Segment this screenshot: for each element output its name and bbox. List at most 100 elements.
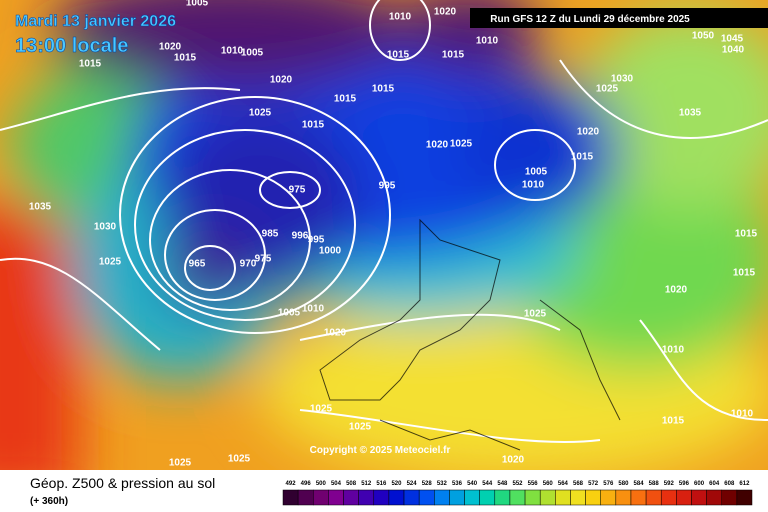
isobar-label: 1010 bbox=[731, 409, 754, 420]
isobar-label: 1020 bbox=[577, 127, 600, 138]
isobars bbox=[0, 0, 768, 443]
isobar-label: 1020 bbox=[502, 455, 525, 466]
legend-swatch bbox=[509, 489, 526, 506]
legend-swatch bbox=[358, 489, 375, 506]
legend-label: 540 bbox=[467, 481, 478, 487]
isobar-label: 1015 bbox=[174, 53, 197, 64]
isobar-label: 985 bbox=[262, 229, 279, 240]
legend-label: 524 bbox=[407, 481, 418, 487]
legend-swatch bbox=[630, 489, 647, 506]
legend-label: 520 bbox=[391, 481, 402, 487]
color-legend: 492 496 500 504 508 512 516 520 524 528 532 536 540 5… bbox=[282, 481, 753, 506]
footer-title: Géop. Z500 & pression au sol bbox=[30, 475, 215, 491]
isobar-label: 1010 bbox=[662, 345, 685, 356]
isobar-label: 1020 bbox=[270, 75, 293, 86]
isobar-label: 965 bbox=[189, 259, 206, 270]
run-banner bbox=[470, 8, 768, 28]
time: 13:00 locale bbox=[15, 35, 128, 57]
isobar-label: 1015 bbox=[442, 50, 465, 61]
legend-label: 512 bbox=[361, 481, 372, 487]
isobar-label: 1010 bbox=[221, 46, 244, 57]
isobar-label: 995 bbox=[379, 181, 396, 192]
legend-label: 588 bbox=[649, 481, 660, 487]
legend-label: 560 bbox=[543, 481, 554, 487]
isobar-label: 1005 bbox=[525, 167, 548, 178]
legend-label: 516 bbox=[376, 481, 387, 487]
legend-label: 536 bbox=[452, 481, 463, 487]
isobar-label: 1030 bbox=[94, 222, 117, 233]
copyright: Copyright © 2025 Meteociel.fr bbox=[310, 445, 451, 456]
isobar-label: 1015 bbox=[387, 50, 410, 61]
isobar-label: 1015 bbox=[735, 229, 758, 240]
isobar-label: 1020 bbox=[324, 328, 347, 339]
isobar-label: 1015 bbox=[302, 120, 325, 131]
legend-swatch bbox=[297, 489, 314, 506]
legend-label: 508 bbox=[346, 481, 357, 487]
legend-label: 584 bbox=[634, 481, 645, 487]
isobar-label: 1050 bbox=[692, 31, 715, 42]
isobar-label: 1030 bbox=[611, 74, 634, 85]
isobar-label: 1025 bbox=[169, 458, 192, 469]
legend-label: 492 bbox=[286, 481, 297, 487]
run-info: Run GFS 12 Z du Lundi 29 décembre 2025 bbox=[490, 14, 690, 25]
legend-label: 604 bbox=[709, 481, 720, 487]
legend-label: 556 bbox=[528, 481, 539, 487]
legend-swatch bbox=[464, 489, 480, 506]
isobar-label: 1010 bbox=[476, 36, 499, 47]
legend-label: 552 bbox=[512, 481, 523, 487]
legend-swatch bbox=[524, 489, 541, 506]
isobar-label: 1035 bbox=[29, 202, 52, 213]
isobar-label: 995 bbox=[308, 235, 325, 246]
legend-label: 580 bbox=[618, 481, 629, 487]
legend-swatch bbox=[736, 489, 753, 506]
legend-label: 576 bbox=[603, 481, 614, 487]
isobar-label: 975 bbox=[255, 254, 272, 265]
legend-swatch bbox=[313, 489, 329, 506]
legend-swatch bbox=[418, 489, 435, 506]
isobar-label: 1010 bbox=[389, 12, 412, 23]
isobar-label: 1005 bbox=[278, 308, 301, 319]
legend-label: 500 bbox=[316, 481, 327, 487]
isobar-label: 1025 bbox=[349, 422, 372, 433]
legend-label: 544 bbox=[482, 481, 493, 487]
legend-swatch bbox=[600, 489, 617, 506]
isobar-label: 1025 bbox=[310, 404, 333, 415]
isobar-label: 1005 bbox=[241, 48, 264, 59]
isobar-label: 1035 bbox=[679, 108, 702, 119]
isobar-label: 1025 bbox=[450, 139, 473, 150]
legend-swatch bbox=[539, 489, 556, 506]
legend-swatch bbox=[373, 489, 390, 506]
isobar-label: 1045 bbox=[721, 34, 744, 45]
field bbox=[0, 0, 768, 500]
legend-label: 504 bbox=[331, 481, 342, 487]
legend-label: 528 bbox=[422, 481, 433, 487]
legend-swatch bbox=[660, 489, 677, 506]
legend-label: 596 bbox=[679, 481, 690, 487]
legend-label: 548 bbox=[497, 481, 508, 487]
isobar-label: 1025 bbox=[99, 257, 122, 268]
legend-swatch bbox=[615, 489, 632, 506]
legend-swatch bbox=[676, 489, 692, 506]
isobar-label: 1025 bbox=[228, 454, 251, 465]
isobar-label: 1015 bbox=[662, 416, 685, 427]
isobar-label: 1020 bbox=[426, 140, 449, 151]
legend-label: 608 bbox=[724, 481, 735, 487]
isobar-label: 970 bbox=[240, 259, 257, 270]
isobar-label: 996 bbox=[292, 231, 309, 242]
legend-label: 600 bbox=[694, 481, 705, 487]
legend-label: 532 bbox=[437, 481, 448, 487]
legend-swatch bbox=[403, 489, 420, 506]
legend-swatch bbox=[434, 489, 450, 506]
isobar-label: 1015 bbox=[571, 152, 594, 163]
isobar-label: 1000 bbox=[319, 246, 342, 257]
isobar-label: 1020 bbox=[434, 7, 457, 18]
isobar-label: 1010 bbox=[302, 304, 325, 315]
legend-swatch bbox=[343, 489, 359, 506]
legend-swatch bbox=[328, 489, 344, 506]
legend-label: 564 bbox=[558, 481, 569, 487]
legend-swatch bbox=[449, 489, 465, 506]
legend-swatch bbox=[479, 489, 496, 506]
isobar-label: 1005 bbox=[186, 0, 209, 9]
